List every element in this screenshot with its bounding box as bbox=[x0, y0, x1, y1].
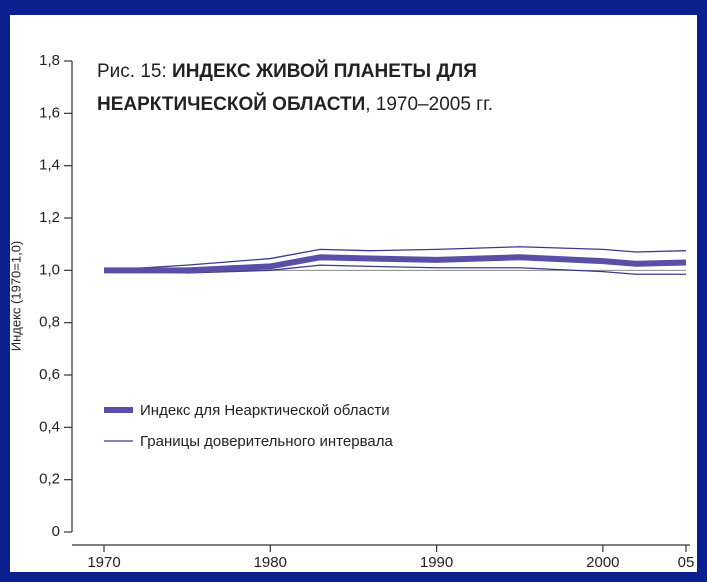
title-part: Рис. 15: bbox=[97, 61, 172, 82]
y-tick-label: 0,8 bbox=[39, 314, 60, 331]
y-tick-label: 0,2 bbox=[39, 471, 60, 488]
chart-title: НЕАРКТИЧЕСКОЙ ОБЛАСТИ, 1970–2005 гг. bbox=[97, 93, 493, 115]
x-tick-label: 2000 bbox=[586, 554, 619, 571]
lower-bound bbox=[103, 264, 686, 275]
y-tick-label: 1,2 bbox=[39, 209, 60, 226]
x-tick-label: 05 bbox=[678, 554, 695, 571]
x-tick-label: 1980 bbox=[254, 554, 287, 571]
index-line bbox=[104, 254, 687, 274]
legend-label: Границы доверительного интервала bbox=[140, 433, 393, 450]
panel bbox=[10, 15, 697, 572]
y-axis-label: Индекс (1970=1,0) bbox=[8, 241, 23, 352]
legend-label: Индекс для Неарктической области bbox=[140, 402, 390, 419]
x-tick-label: 1990 bbox=[420, 554, 453, 571]
y-tick-label: 0,4 bbox=[39, 418, 60, 435]
x-tick-label: 1970 bbox=[87, 554, 120, 571]
title-part: НЕАРКТИЧЕСКОЙ ОБЛАСТИ bbox=[97, 93, 365, 115]
chart-title: Рис. 15: ИНДЕКС ЖИВОЙ ПЛАНЕТЫ ДЛЯ bbox=[97, 60, 477, 82]
y-tick-label: 0,6 bbox=[39, 366, 60, 383]
y-tick-label: 1,8 bbox=[39, 52, 60, 69]
y-tick-label: 1,0 bbox=[39, 261, 60, 278]
title-part: ИНДЕКС ЖИВОЙ ПЛАНЕТЫ ДЛЯ bbox=[172, 60, 477, 82]
y-tick-label: 1,6 bbox=[39, 104, 60, 121]
title-part: , 1970–2005 гг. bbox=[365, 94, 493, 115]
y-tick-label: 1,4 bbox=[39, 157, 60, 174]
upper-bound bbox=[103, 246, 687, 271]
y-tick-label: 0 bbox=[52, 523, 60, 540]
